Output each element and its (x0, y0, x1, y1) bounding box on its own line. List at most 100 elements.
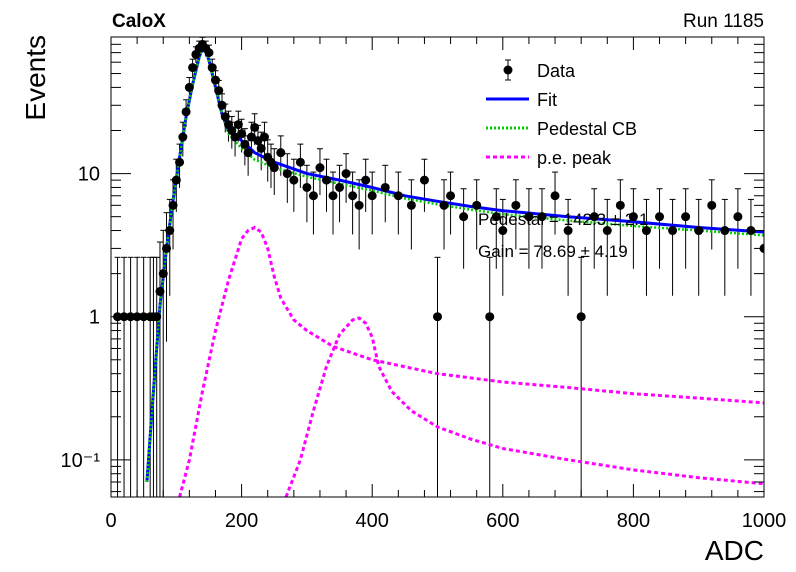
legend-label: p.e. peak (537, 148, 612, 168)
data-point (308, 191, 318, 201)
legend-label: Data (537, 61, 576, 81)
data-point (615, 200, 625, 210)
annotation-gain: Gain = 78.69 ± 4.19 (478, 242, 628, 261)
run-label: Run 1185 (683, 11, 764, 32)
data-point (256, 143, 266, 153)
data-point (259, 132, 269, 142)
data-point (433, 312, 442, 322)
data-point (361, 175, 371, 185)
data-point (152, 312, 162, 322)
experiment-label: CaloX (112, 11, 166, 32)
data-point (393, 191, 403, 201)
data-point (315, 163, 325, 173)
data-point (563, 226, 573, 236)
data-point (289, 175, 299, 185)
data-point (406, 200, 416, 210)
data-point (188, 63, 198, 73)
data-point (707, 200, 717, 210)
plot-area (113, 37, 764, 497)
x-tick-label: 1000 (742, 510, 787, 532)
data-point (168, 200, 178, 210)
data-point (459, 212, 469, 222)
legend-label: Pedestal CB (537, 119, 637, 139)
data-point (446, 191, 456, 201)
y-tick-label: 10 (78, 164, 100, 186)
data-point (295, 157, 305, 167)
annotation-pedestal: Pedestal = 142.3 ± 2.1 (478, 210, 648, 229)
plot-frame (110, 36, 765, 498)
data-point (589, 212, 599, 222)
data-point (250, 122, 260, 132)
data-point (472, 200, 482, 210)
data-point (524, 212, 534, 222)
data-point (491, 212, 501, 222)
x-tick-label: 400 (356, 510, 389, 532)
data-point (354, 200, 364, 210)
data-point (576, 312, 586, 322)
data-point (233, 120, 243, 130)
data-point (367, 191, 377, 201)
data-point (269, 163, 279, 173)
data-point (162, 243, 172, 253)
data-point (498, 226, 508, 236)
data-point (380, 182, 390, 192)
data-point (348, 191, 358, 201)
data-point (220, 112, 230, 122)
legend-label: Fit (537, 90, 557, 110)
x-tick-label: 800 (617, 510, 650, 532)
data-point (282, 169, 292, 179)
legend-marker (503, 65, 513, 75)
data-point (328, 191, 338, 201)
data-point (335, 182, 345, 192)
data-point (207, 63, 217, 73)
data-point (240, 139, 250, 149)
data-point (439, 200, 449, 210)
data-point (214, 86, 224, 96)
plot-content (113, 37, 764, 497)
data-point (175, 157, 185, 167)
data-point (181, 107, 191, 117)
curve-pedestal-cb (145, 46, 764, 483)
data-point (210, 75, 220, 85)
data-point (132, 312, 142, 322)
data-point (302, 182, 312, 192)
x-tick-label: 200 (225, 510, 258, 532)
data-point (419, 175, 429, 185)
data-point (733, 212, 743, 222)
data-point (602, 226, 612, 236)
data-point (694, 226, 704, 236)
data-point (276, 148, 286, 158)
data-point (171, 175, 181, 185)
data-point (204, 48, 214, 58)
data-point (720, 226, 730, 236)
data-point (341, 169, 351, 179)
curve-fit (145, 46, 764, 483)
curve-p-e-peak-1 (178, 225, 764, 497)
data-point (628, 212, 638, 222)
curve-p-e-peak-2 (284, 316, 764, 497)
x-tick-label: 600 (486, 510, 519, 532)
y-axis-label: Events (20, 35, 51, 121)
data-point (641, 226, 651, 236)
legend: Data Fit Pedestal CB p.e. peak (486, 59, 637, 168)
data-point (139, 312, 149, 322)
y-tick-label: 1 (89, 307, 100, 329)
data-point (668, 226, 678, 236)
data-point (746, 226, 756, 236)
data-point (184, 82, 194, 92)
data-point (511, 200, 521, 210)
data-point (158, 269, 168, 279)
y-tick-label: 10⁻¹ (61, 450, 101, 472)
data-point (155, 287, 165, 297)
data-point (485, 312, 495, 322)
data-point (217, 100, 227, 110)
data-point (237, 129, 247, 139)
data-point (681, 212, 691, 222)
data-point (655, 212, 665, 222)
data-point (321, 175, 331, 185)
axes: 0 200 400 600 800 1000 10⁻¹ 1 10 (61, 36, 787, 532)
x-tick-label: 0 (105, 510, 116, 532)
x-axis-label: ADC (705, 535, 764, 566)
data-point (165, 226, 175, 236)
